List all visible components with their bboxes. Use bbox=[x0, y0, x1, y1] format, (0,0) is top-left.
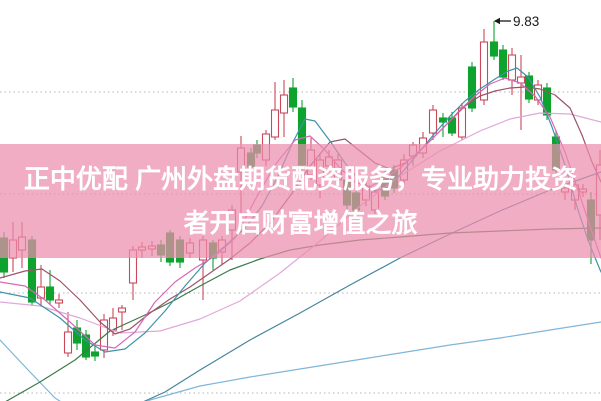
promo-banner[interactable]: 正中优配 广州外盘期货配资服务，专业助力投资 者开启财富增值之旅 bbox=[0, 144, 601, 258]
price-arrow-head-icon bbox=[494, 17, 500, 25]
price-high-label: 9.83 bbox=[513, 14, 539, 29]
promo-banner-text-line1: 正中优配 广州外盘期货配资服务，专业助力投资 bbox=[23, 164, 578, 194]
ma-skyblue-long bbox=[0, 321, 601, 401]
promo-banner-text-line2: 者开启财富增值之旅 bbox=[183, 208, 418, 238]
price-high-callout: 9.83 bbox=[494, 14, 539, 29]
